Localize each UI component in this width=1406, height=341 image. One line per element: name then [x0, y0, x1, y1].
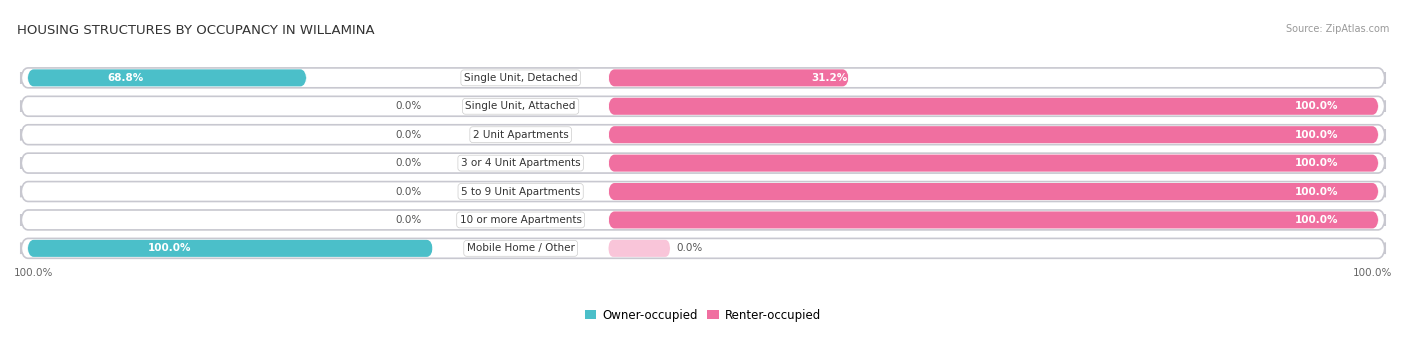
Text: 31.2%: 31.2%: [811, 73, 848, 83]
FancyBboxPatch shape: [21, 181, 1385, 202]
Text: 100.0%: 100.0%: [1353, 268, 1392, 278]
FancyBboxPatch shape: [609, 126, 1378, 143]
Text: Mobile Home / Other: Mobile Home / Other: [467, 243, 575, 253]
Text: 100.0%: 100.0%: [14, 268, 53, 278]
Text: 100.0%: 100.0%: [1295, 158, 1339, 168]
Text: 0.0%: 0.0%: [395, 101, 422, 111]
FancyBboxPatch shape: [609, 154, 1378, 172]
FancyBboxPatch shape: [28, 240, 433, 257]
Text: 0.0%: 0.0%: [395, 215, 422, 225]
Text: 0.0%: 0.0%: [676, 243, 703, 253]
FancyBboxPatch shape: [609, 69, 849, 86]
FancyBboxPatch shape: [21, 68, 1385, 88]
Text: 100.0%: 100.0%: [1295, 130, 1339, 140]
Text: 0.0%: 0.0%: [395, 130, 422, 140]
FancyBboxPatch shape: [21, 238, 1385, 258]
Text: 3 or 4 Unit Apartments: 3 or 4 Unit Apartments: [461, 158, 581, 168]
FancyBboxPatch shape: [609, 240, 671, 257]
Text: 0.0%: 0.0%: [395, 158, 422, 168]
FancyBboxPatch shape: [609, 183, 1378, 200]
Text: 100.0%: 100.0%: [1295, 187, 1339, 196]
FancyBboxPatch shape: [21, 97, 1385, 116]
Text: 10 or more Apartments: 10 or more Apartments: [460, 215, 582, 225]
Text: 5 to 9 Unit Apartments: 5 to 9 Unit Apartments: [461, 187, 581, 196]
Text: Single Unit, Detached: Single Unit, Detached: [464, 73, 578, 83]
FancyBboxPatch shape: [21, 153, 1385, 173]
Text: 2 Unit Apartments: 2 Unit Apartments: [472, 130, 568, 140]
FancyBboxPatch shape: [21, 210, 1385, 230]
Text: HOUSING STRUCTURES BY OCCUPANCY IN WILLAMINA: HOUSING STRUCTURES BY OCCUPANCY IN WILLA…: [17, 24, 374, 37]
FancyBboxPatch shape: [28, 69, 307, 86]
FancyBboxPatch shape: [21, 125, 1385, 145]
Text: Single Unit, Attached: Single Unit, Attached: [465, 101, 576, 111]
Legend: Owner-occupied, Renter-occupied: Owner-occupied, Renter-occupied: [579, 304, 827, 326]
FancyBboxPatch shape: [609, 211, 1378, 228]
Text: 100.0%: 100.0%: [1295, 215, 1339, 225]
Text: Source: ZipAtlas.com: Source: ZipAtlas.com: [1285, 24, 1389, 34]
Text: 0.0%: 0.0%: [395, 187, 422, 196]
Text: 100.0%: 100.0%: [148, 243, 191, 253]
FancyBboxPatch shape: [609, 98, 1378, 115]
Text: 68.8%: 68.8%: [107, 73, 143, 83]
Text: 100.0%: 100.0%: [1295, 101, 1339, 111]
